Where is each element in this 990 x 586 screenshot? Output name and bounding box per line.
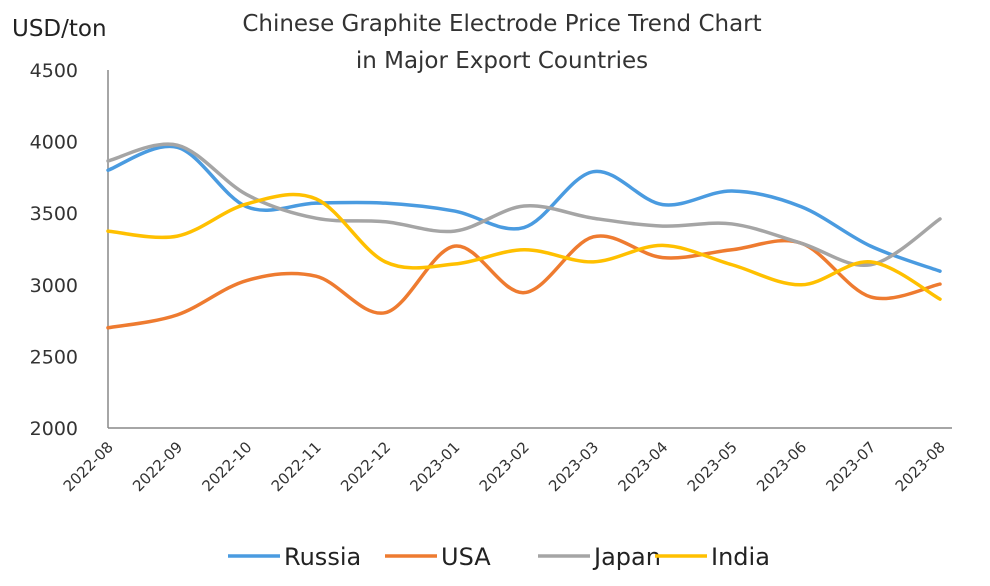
x-tick-label: 2023-04	[614, 438, 671, 495]
x-tick-label: 2022-11	[268, 438, 325, 495]
series-line-japan	[106, 142, 942, 268]
x-tick-label: 2023-07	[822, 438, 879, 495]
x-tick-label: 2022-10	[198, 438, 255, 495]
x-tick-label: 2023-02	[476, 438, 533, 495]
x-tick-label: 2022-12	[337, 438, 394, 495]
legend-label: Russia	[284, 543, 361, 571]
legend-item-india: India	[655, 543, 770, 571]
x-tick-label: 2023-05	[684, 438, 741, 495]
x-tick-label: 2022-09	[129, 438, 186, 495]
y-axis-label: USD/ton	[12, 16, 107, 42]
chart-title-line1: Chinese Graphite Electrode Price Trend C…	[242, 11, 761, 37]
series-line-india	[106, 192, 942, 301]
y-tick-label: 3000	[30, 275, 78, 297]
y-tick-label: 2000	[30, 418, 78, 440]
y-tick-label: 3500	[30, 203, 78, 225]
legend-item-russia: Russia	[228, 543, 361, 571]
x-tick-label: 2023-03	[545, 438, 602, 495]
x-tick-label: 2022-08	[60, 438, 117, 495]
x-tick-label: 2023-01	[406, 438, 463, 495]
legend-label: Japan	[592, 543, 661, 571]
y-tick-label: 4000	[30, 132, 78, 154]
legend-item-usa: USA	[385, 543, 491, 571]
legend-label: India	[711, 543, 770, 571]
series-line-russia	[106, 144, 942, 273]
y-tick-label: 4500	[30, 60, 78, 82]
x-tick-label: 2023-06	[753, 438, 810, 495]
x-tick-label: 2023-08	[892, 438, 949, 495]
chart-title-line2: in Major Export Countries	[356, 48, 648, 74]
legend-item-japan: Japan	[538, 543, 661, 571]
legend-label: USA	[441, 543, 491, 571]
y-tick-label: 2500	[30, 346, 78, 368]
